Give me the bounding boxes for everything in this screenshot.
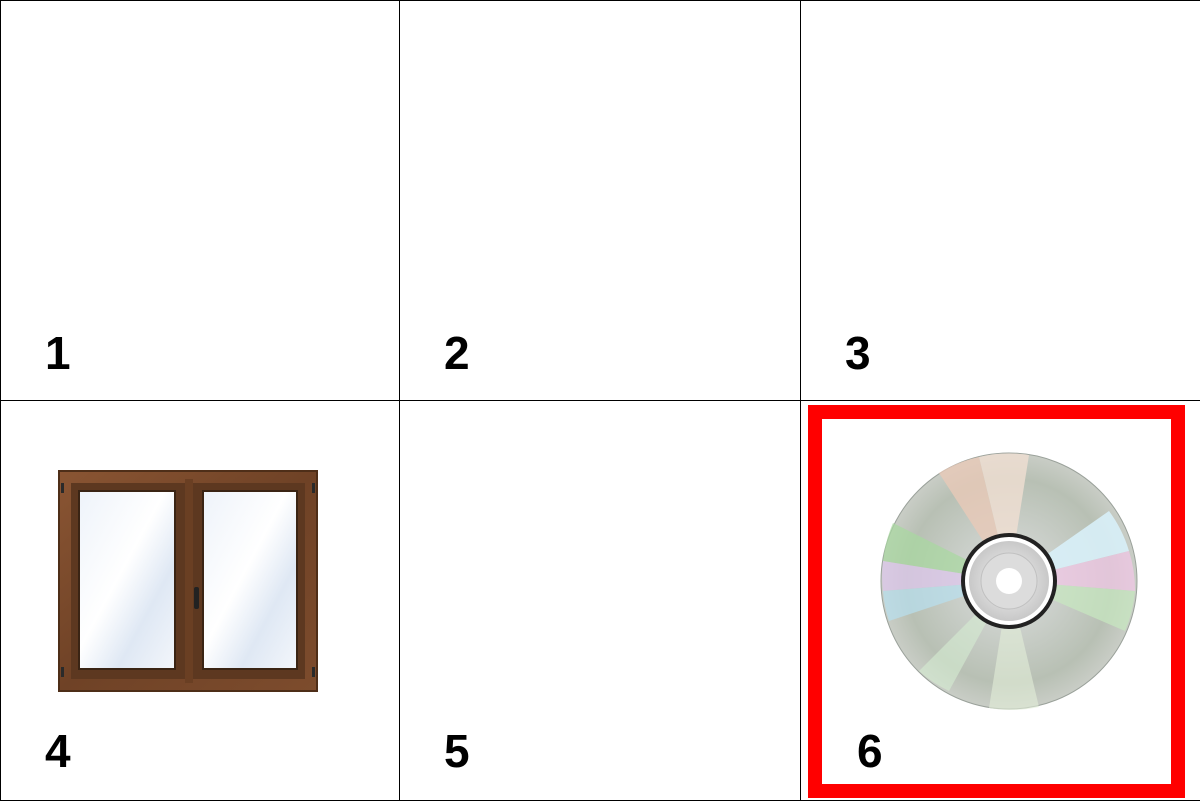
grid-cell-6[interactable]: 6 xyxy=(800,400,1200,801)
grid-cell-2[interactable]: 2 xyxy=(399,0,801,401)
grid-cell-4[interactable]: 4 xyxy=(0,400,400,801)
cell-number-label: 1 xyxy=(45,327,71,379)
cell-number-label: 6 xyxy=(857,725,883,777)
cell-number-label: 4 xyxy=(45,725,71,777)
cell-number-label: 5 xyxy=(444,725,470,777)
compact-disc-icon xyxy=(880,452,1138,710)
grid-cell-5[interactable]: 5 xyxy=(399,400,801,801)
grid-cell-3[interactable]: 3 xyxy=(800,0,1200,401)
cell-number-label: 3 xyxy=(845,327,871,379)
grid-cell-1[interactable]: 1 xyxy=(0,0,400,401)
cell-number-label: 2 xyxy=(444,327,470,379)
window-icon xyxy=(58,470,318,692)
